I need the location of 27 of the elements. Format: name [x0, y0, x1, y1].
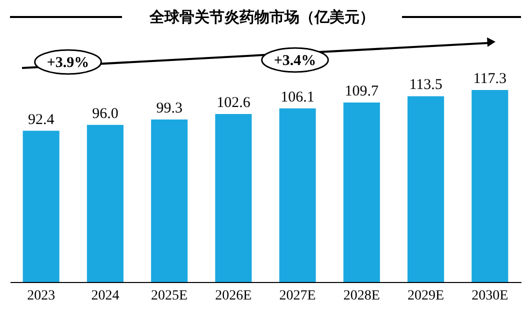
- x-tick-label: 2025E: [151, 288, 188, 304]
- bar: [343, 102, 380, 282]
- bar: [472, 90, 508, 282]
- data-label: 109.7: [344, 83, 380, 100]
- x-tick-label: 2026E: [215, 288, 252, 304]
- x-tick-label: 2028E: [343, 288, 380, 304]
- x-tick-label: 2030E: [472, 288, 508, 304]
- data-label: 106.1: [280, 89, 314, 106]
- x-tick-label: 2024: [91, 288, 120, 304]
- chart-title: 全球骨关节炎药物市场（亿美元）: [148, 8, 374, 26]
- data-label: 96.0: [92, 106, 118, 122]
- bar: [215, 114, 252, 282]
- bar: [279, 108, 316, 282]
- x-tick-label: 2027E: [279, 288, 316, 304]
- data-label: 102.6: [216, 95, 251, 112]
- text: +3.9%: [46, 55, 90, 71]
- text: +3.4%: [274, 53, 316, 69]
- bar: [86, 124, 124, 282]
- x-tick-label: 2029E: [408, 288, 444, 304]
- x-tick-label: 2023: [27, 288, 56, 304]
- bar: [151, 119, 188, 282]
- data-label: 117.3: [473, 71, 507, 87]
- bar: [408, 96, 444, 282]
- data-label: 99.3: [156, 100, 182, 116]
- data-label: 92.4: [28, 112, 55, 128]
- data-label: 113.5: [409, 77, 442, 94]
- bar: [22, 130, 60, 282]
